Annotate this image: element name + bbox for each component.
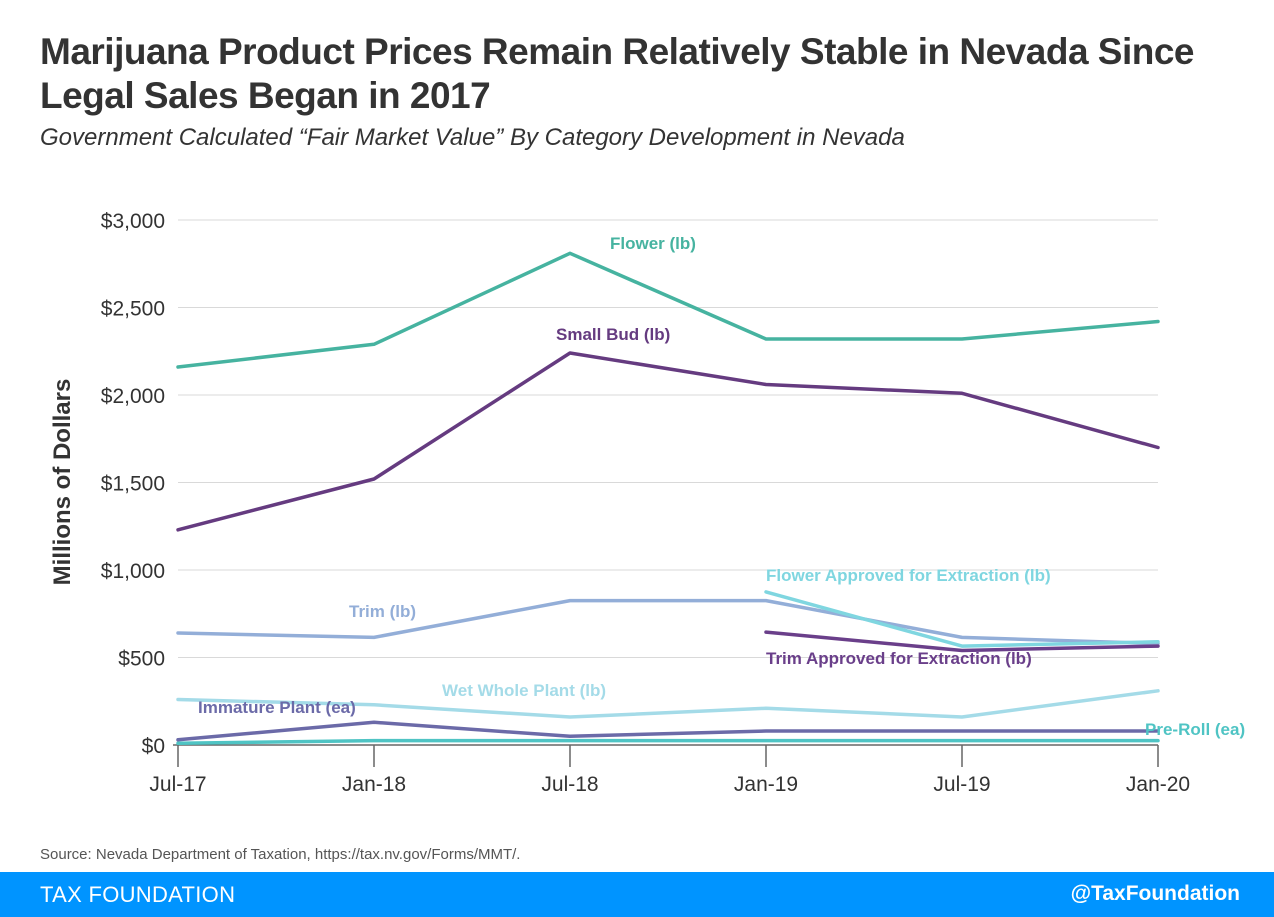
y-axis-title: Millions of Dollars [49, 379, 76, 586]
immature-plant-label: Immature Plant (ea) [198, 698, 356, 717]
y-tick-label: $3,000 [101, 210, 165, 233]
wet-whole-plant-line [176, 689, 1160, 719]
chart-subtitle: Government Calculated “Fair Market Value… [40, 124, 905, 151]
pre-roll-line [176, 738, 1160, 746]
flower-extraction-line [764, 590, 1160, 648]
x-axis-tick-labels: Jul-17 Jan-18 Jul-18 Jan-19 Jul-19 Jan-20 [149, 773, 1190, 796]
flower-extraction-label: Flower Approved for Extraction (lb) [766, 566, 1051, 585]
footer-handle: @TaxFoundation [1070, 882, 1240, 905]
small-bud-label: Small Bud (lb) [556, 325, 670, 344]
x-axis [173, 744, 1159, 767]
small-bud-line [176, 351, 1160, 532]
series-labels: Flower (lb) Small Bud (lb) Trim (lb) Flower… [198, 234, 1245, 739]
pre-roll-label: Pre-Roll (ea) [1145, 720, 1245, 739]
x-tick-label: Jul-17 [149, 773, 206, 796]
immature-plant-line [176, 720, 1160, 742]
y-tick-label: $2,000 [101, 385, 165, 408]
trim-extraction-label: Trim Approved for Extraction (lb) [766, 649, 1032, 668]
y-tick-label: $0 [142, 735, 165, 758]
wet-whole-plant-label: Wet Whole Plant (lb) [442, 681, 606, 700]
x-tick-label: Jan-19 [734, 773, 798, 796]
trim-extraction-line [764, 630, 1160, 653]
y-axis-tick-labels: $0 $500 $1,000 $1,500 $2,000 $2,500 $3,000 [101, 210, 165, 758]
footer-brand: TAX FOUNDATION [40, 882, 236, 907]
flower-line [176, 251, 1160, 369]
trim-label: Trim (lb) [349, 602, 416, 621]
y-tick-label: $1,500 [101, 473, 165, 496]
gridlines [178, 219, 1158, 658]
x-tick-label: Jan-18 [342, 773, 406, 796]
y-tick-label: $1,000 [101, 560, 165, 583]
y-tick-label: $2,500 [101, 298, 165, 321]
x-tick-label: Jul-19 [933, 773, 990, 796]
x-tick-label: Jan-20 [1126, 773, 1190, 796]
x-tick-label: Jul-18 [541, 773, 598, 796]
chart-title: Marijuana Product Prices Remain Relative… [40, 31, 1195, 116]
trim-line [176, 598, 1160, 646]
footer-bar: TAX FOUNDATION @TaxFoundation [0, 872, 1274, 917]
y-tick-label: $500 [118, 648, 165, 671]
source-note: Source: Nevada Department of Taxation, h… [40, 846, 521, 863]
series-lines [176, 251, 1160, 746]
flower-label: Flower (lb) [610, 234, 696, 253]
